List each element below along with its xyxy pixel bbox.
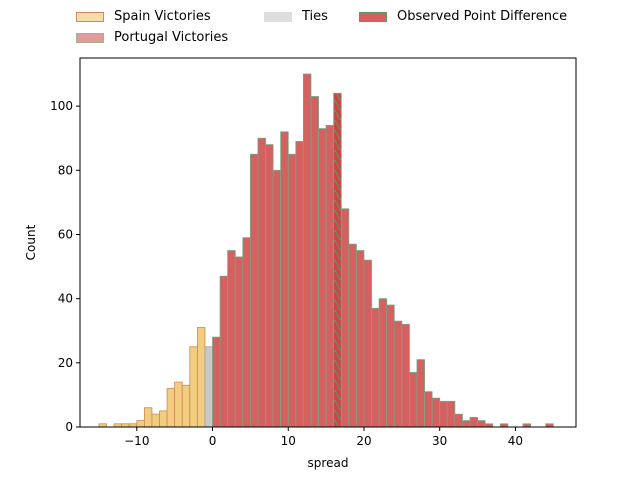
x-tick-label: 0 xyxy=(209,434,217,448)
histogram-bar-portugal xyxy=(310,96,319,428)
x-tick-label: 40 xyxy=(508,434,523,448)
histogram-bar-portugal xyxy=(325,124,335,428)
x-tick-label: 20 xyxy=(356,434,371,448)
histogram-bar-portugal xyxy=(462,420,471,428)
histogram-bar-portugal xyxy=(416,359,425,428)
histogram-bar-spain xyxy=(196,327,206,428)
histogram-bar-spain xyxy=(174,381,183,428)
y-tick-label: 20 xyxy=(58,356,73,370)
legend-swatch-ties xyxy=(264,11,292,22)
histogram-bar-portugal xyxy=(424,391,433,428)
y-tick-label: 80 xyxy=(58,163,73,177)
observed-hatch xyxy=(333,93,342,427)
legend-item-spain: Spain Victories xyxy=(76,9,211,24)
histogram-bar-portugal xyxy=(393,320,403,428)
histogram-bar-spain xyxy=(159,410,168,428)
y-tick-label: 40 xyxy=(58,292,73,306)
histogram-bars xyxy=(98,73,554,428)
legend-item-observed: Observed Point Difference xyxy=(359,9,567,24)
histogram-bar-portugal xyxy=(219,275,229,428)
axes: −10 0 10 20 30 40 0 20 40 60 80 100 spread Count xyxy=(24,57,577,470)
histogram-bar-portugal xyxy=(378,298,388,428)
legend-label-observed: Observed Point Difference xyxy=(397,9,568,24)
histogram-bar-spain xyxy=(181,384,191,428)
histogram-bar-tie xyxy=(204,346,213,428)
histogram-bar-portugal xyxy=(249,153,259,428)
histogram-bar-portugal xyxy=(272,169,282,428)
legend-label-spain: Spain Victories xyxy=(114,9,211,24)
legend-label-portugal: Portugal Victories xyxy=(114,30,229,45)
histogram-bar-portugal xyxy=(287,153,297,428)
histogram-bar-portugal xyxy=(318,128,327,428)
histogram-bar-portugal xyxy=(386,304,395,428)
y-tick-label: 60 xyxy=(58,227,73,241)
histogram-bar-spain xyxy=(151,413,160,428)
histogram-bar-portugal xyxy=(363,259,372,428)
histogram-bar-portugal xyxy=(439,400,448,428)
histogram-bar-portugal xyxy=(302,73,312,428)
histogram-bar-portugal xyxy=(409,372,418,428)
x-tick-label: −10 xyxy=(124,434,149,448)
histogram-bar-spain xyxy=(136,420,145,428)
histogram-bar-portugal xyxy=(257,137,266,428)
legend-label-ties: Ties xyxy=(302,9,328,24)
histogram-bar-portugal xyxy=(469,416,478,428)
histogram-bar-portugal xyxy=(454,413,463,428)
histogram-bar-portugal xyxy=(371,307,380,428)
histogram-bar-portugal xyxy=(477,420,486,428)
histogram-bar-portugal xyxy=(348,243,357,428)
legend-item-ties: Ties xyxy=(264,9,328,24)
legend: Spain Victories Portugal Victories Ties … xyxy=(0,6,640,50)
histogram-bar-portugal xyxy=(280,131,289,428)
histogram-bar-spain xyxy=(189,346,198,428)
y-axis-label: Count xyxy=(24,224,38,260)
histogram-bar-portugal xyxy=(431,397,441,428)
x-axis-label: spread xyxy=(308,456,349,470)
x-tick-label: 30 xyxy=(432,434,447,448)
histogram-bar-portugal xyxy=(242,237,251,428)
histogram-bar-spain xyxy=(166,388,176,428)
histogram-bar-portugal xyxy=(355,250,365,428)
y-tick-label: 100 xyxy=(50,99,73,113)
histogram-bar-portugal xyxy=(265,144,274,428)
legend-item-portugal: Portugal Victories xyxy=(76,30,228,45)
y-tick-label: 0 xyxy=(65,420,73,434)
histogram-bar-portugal xyxy=(234,256,244,428)
histogram-bar-portugal xyxy=(295,141,304,428)
legend-swatch-spain xyxy=(76,11,104,22)
x-tick-label: 10 xyxy=(281,434,296,448)
histogram-bar-portugal xyxy=(401,323,410,428)
legend-swatch-portugal xyxy=(76,32,104,43)
histogram-bar-spain xyxy=(143,407,153,428)
histogram-bar-portugal xyxy=(340,208,350,428)
histogram-bar-portugal xyxy=(446,400,456,428)
plot-frame xyxy=(79,57,577,428)
histogram-bar-portugal xyxy=(212,336,221,428)
legend-swatch-observed xyxy=(359,11,387,22)
histogram-bar-portugal xyxy=(227,250,236,428)
